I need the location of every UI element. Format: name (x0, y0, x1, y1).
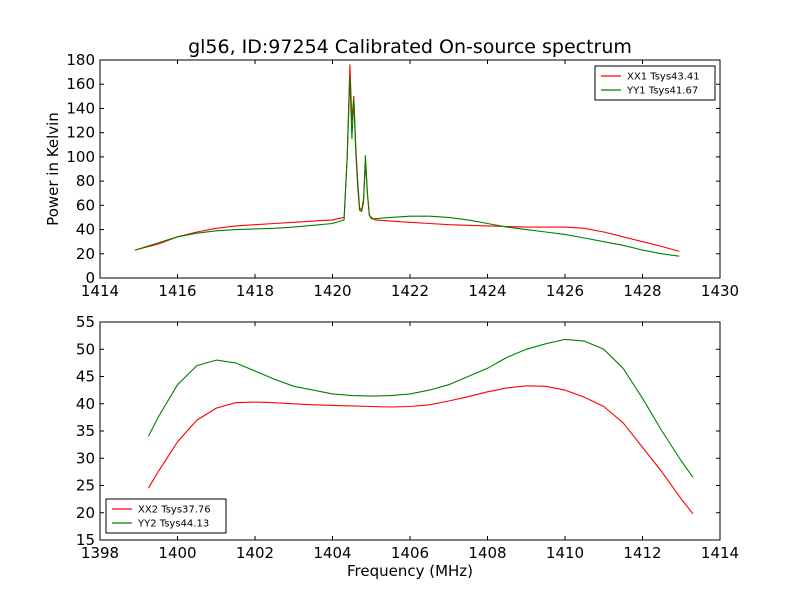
x-axis-label-1: Frequency (MHz) (347, 562, 473, 580)
x-tick-label-1-7: 1412 (623, 544, 661, 562)
y-tick-label-0-8: 160 (66, 75, 95, 93)
y-tick-label-1-8: 55 (76, 313, 95, 331)
series-line-1-0 (147, 385, 694, 515)
y-tick-label-0-5: 100 (66, 148, 95, 166)
x-tick-label-0-4: 1422 (391, 282, 429, 300)
legend-label-0-0: XX1 Tsys43.41 (627, 72, 700, 83)
x-tick-label-0-6: 1426 (546, 282, 584, 300)
chart-title: gl56, ID:97254 Calibrated On-source spec… (188, 36, 632, 58)
x-tick-label-0-0: 1414 (81, 282, 119, 300)
y-tick-label-1-1: 20 (76, 504, 95, 522)
legend-label-1-0: XX2 Tsys37.76 (138, 505, 211, 516)
y-tick-label-1-4: 35 (76, 422, 95, 440)
x-tick-label-1-8: 1414 (701, 544, 739, 562)
legend-0: XX1 Tsys43.41 YY1 Tsys41.67 (594, 65, 716, 101)
y-tick-label-1-0: 15 (76, 531, 95, 549)
x-tick-label-1-1: 1400 (158, 544, 196, 562)
top-plot: 1414 1416 1418 1420 1422 1424 1426 1428 1430 0 20 4… (44, 51, 739, 300)
x-tick-label-0-5: 1424 (468, 282, 506, 300)
y-tick-label-1-7: 50 (76, 340, 95, 358)
x-tick-label-0-3: 1420 (313, 282, 351, 300)
x-tick-label-1-2: 1402 (236, 544, 274, 562)
x-tick-label-1-4: 1406 (391, 544, 429, 562)
y-tick-label-0-0: 0 (85, 269, 95, 287)
x-tick-label-0-8: 1430 (701, 282, 739, 300)
y-tick-label-0-1: 20 (76, 245, 95, 263)
y-tick-label-0-3: 60 (76, 196, 95, 214)
legend-box-1 (105, 498, 227, 534)
series-line-1-1 (147, 338, 694, 478)
legend-label-0-1: YY1 Tsys41.67 (626, 86, 698, 97)
series-line-0-1 (134, 76, 680, 257)
y-tick-label-1-3: 30 (76, 449, 95, 467)
y-tick-label-0-6: 120 (66, 124, 95, 142)
y-tick-label-1-2: 25 (76, 477, 95, 495)
x-tick-label-0-2: 1418 (236, 282, 274, 300)
x-tick-label-1-3: 1404 (313, 544, 351, 562)
y-tick-label-0-9: 180 (66, 51, 95, 69)
y-tick-label-0-7: 140 (66, 99, 95, 117)
legend-box-0 (594, 65, 716, 101)
x-tick-label-0-7: 1428 (623, 282, 661, 300)
legend-1: XX2 Tsys37.76 YY2 Tsys44.13 (105, 498, 227, 534)
x-tick-label-1-0: 1398 (81, 544, 119, 562)
y-tick-label-0-2: 40 (76, 221, 95, 239)
x-tick-label-1-5: 1408 (468, 544, 506, 562)
legend-label-1-1: YY2 Tsys44.13 (137, 519, 209, 530)
x-tick-label-1-6: 1410 (546, 544, 584, 562)
y-axis-label-0: Power in Kelvin (44, 112, 62, 226)
y-tick-label-1-5: 40 (76, 395, 95, 413)
y-tick-label-1-6: 45 (76, 368, 95, 386)
bottom-plot: 1398 1400 1402 1404 1406 1408 1410 1412 1414 15 20… (76, 313, 739, 580)
x-tick-label-0-1: 1416 (158, 282, 196, 300)
y-tick-label-0-4: 80 (76, 172, 95, 190)
